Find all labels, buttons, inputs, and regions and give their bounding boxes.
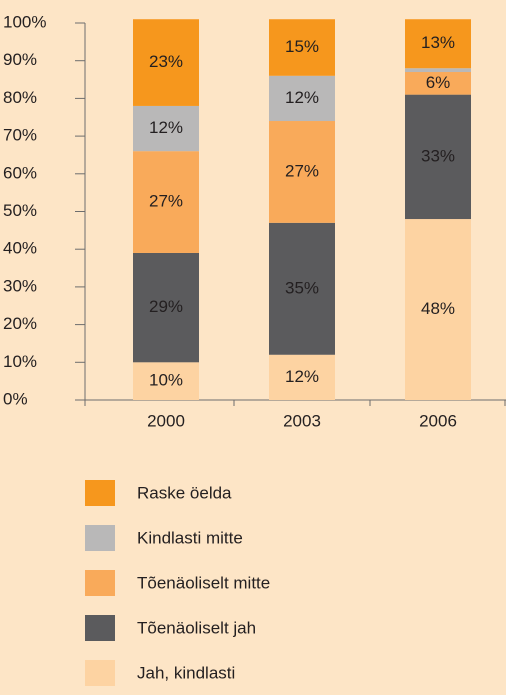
data-label: 12% xyxy=(285,88,319,107)
legend-label: Tõenäoliselt jah xyxy=(137,618,256,637)
x-tick-label: 2003 xyxy=(283,411,321,430)
bar-segment xyxy=(405,94,471,220)
data-label: 35% xyxy=(285,278,319,297)
data-label: 27% xyxy=(149,192,183,211)
legend-label: Jah, kindlasti xyxy=(137,663,235,682)
legend-swatch xyxy=(85,615,115,641)
x-tick-label: 2000 xyxy=(147,411,185,430)
bar-segment xyxy=(269,19,335,76)
bar-segment xyxy=(405,219,471,400)
data-label: 12% xyxy=(149,118,183,137)
y-tick-label: 90% xyxy=(3,50,37,69)
y-tick-label: 10% xyxy=(3,352,37,371)
data-label: 6% xyxy=(426,73,451,92)
data-label: 29% xyxy=(149,297,183,316)
y-tick-label: 80% xyxy=(3,88,37,107)
y-tick-label: 40% xyxy=(3,239,37,258)
data-label: 33% xyxy=(421,146,455,165)
data-label: 48% xyxy=(421,299,455,318)
y-tick-label: 70% xyxy=(3,126,37,145)
legend-swatch xyxy=(85,525,115,551)
data-label: 12% xyxy=(285,367,319,386)
bar-segment xyxy=(405,72,471,95)
bar-segment xyxy=(133,252,199,363)
bar-segment xyxy=(269,75,335,122)
bar-segment xyxy=(269,222,335,355)
bar-segment xyxy=(133,105,199,152)
y-tick-label: 100% xyxy=(3,12,46,31)
legend-swatch xyxy=(85,570,115,596)
data-label: 23% xyxy=(149,52,183,71)
data-label: 27% xyxy=(285,161,319,180)
legend-label: Tõenäoliselt mitte xyxy=(137,573,270,592)
bar-segment xyxy=(405,68,471,73)
legend-label: Kindlasti mitte xyxy=(137,528,243,547)
data-label: 15% xyxy=(285,37,319,56)
y-tick-label: 20% xyxy=(3,314,37,333)
bar-segment xyxy=(133,151,199,253)
legend-swatch xyxy=(85,480,115,506)
y-tick-label: 30% xyxy=(3,276,37,295)
x-tick-label: 2006 xyxy=(419,411,457,430)
data-label: 13% xyxy=(421,33,455,52)
legend-swatch xyxy=(85,660,115,686)
y-tick-label: 50% xyxy=(3,201,37,220)
legend-label: Raske öelda xyxy=(137,483,232,502)
bar-segment xyxy=(269,354,335,400)
y-tick-label: 60% xyxy=(3,163,37,182)
bar-segment xyxy=(269,121,335,223)
bar-segment xyxy=(133,362,199,400)
y-tick-label: 0% xyxy=(3,389,28,408)
bar-segment xyxy=(405,19,471,69)
bar-segment xyxy=(133,19,199,106)
data-label: 10% xyxy=(149,371,183,390)
